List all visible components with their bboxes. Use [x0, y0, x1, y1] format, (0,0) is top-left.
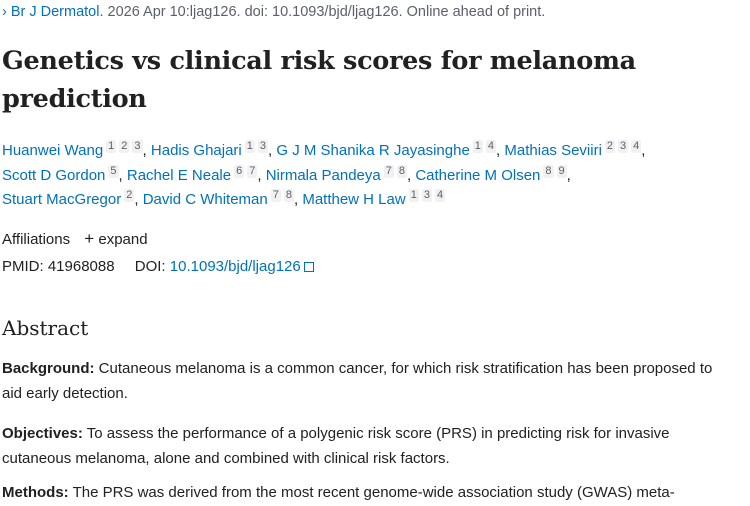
page-title: Genetics vs clinical risk scores for mel…	[2, 46, 636, 114]
affiliation-number[interactable]: 4	[434, 189, 446, 202]
affiliation-number[interactable]: 1	[244, 140, 255, 153]
affiliation-number[interactable]: 8	[543, 164, 554, 178]
author-link[interactable]: Matthew H Law	[302, 191, 406, 208]
affiliations-row: Affiliations + expand	[2, 229, 148, 249]
author-link[interactable]: Hadis Ghajari	[150, 142, 242, 159]
author-link[interactable]: David C Whiteman	[142, 191, 268, 208]
affiliation-number[interactable]: 3	[132, 140, 143, 153]
affiliation-number[interactable]: 7	[247, 164, 258, 178]
external-link-icon	[303, 262, 314, 272]
affiliation-number[interactable]: 3	[421, 189, 432, 202]
affiliations-label: Affiliations	[2, 231, 71, 248]
affiliation-number[interactable]: 4	[485, 140, 497, 153]
abstract-methods: Methods: The PRS was derived from the mo…	[2, 484, 675, 501]
author-link[interactable]: Catherine M Olsen	[415, 166, 541, 184]
identifiers: PMID: 41968088 DOI: 10.1093/bjd/ljag126	[2, 258, 314, 275]
author-link[interactable]: Stuart MacGregor	[2, 191, 122, 208]
citation-line: › Br J Dermatol. 2026 Apr 10:ljag126. doi…	[2, 4, 545, 20]
affiliation-number[interactable]: 7	[270, 189, 281, 202]
author-link[interactable]: Scott D Gordon	[2, 166, 106, 184]
affiliation-number[interactable]: 4	[631, 140, 642, 153]
author-link[interactable]: Rachel E Neale	[126, 166, 232, 184]
affiliation-number[interactable]: 9	[556, 164, 567, 178]
expand-affiliations-button[interactable]: + expand	[84, 229, 148, 248]
author-link[interactable]: Huanwei Wang	[2, 142, 104, 159]
pmid-label: PMID:	[2, 258, 44, 275]
author-link[interactable]: Mathias Seviiri	[504, 142, 602, 159]
author-link[interactable]: G J M Shanika R Jayasinghe	[276, 142, 470, 159]
pmid-value: 41968088	[47, 258, 115, 275]
abstract-background: Background: Cutaneous melanoma is a comm…	[2, 360, 713, 402]
affiliation-number[interactable]: 6	[234, 164, 245, 178]
affiliation-number[interactable]: 5	[108, 164, 119, 178]
journal-link[interactable]: Br J Dermatol.	[10, 4, 104, 20]
affiliation-number[interactable]: 1	[472, 140, 483, 153]
affiliation-number[interactable]: 3	[618, 140, 629, 153]
doi-link[interactable]: 10.1093/bjd/ljag126	[170, 258, 314, 275]
plus-icon: +	[84, 229, 95, 248]
affiliation-number[interactable]: 2	[124, 189, 135, 202]
affiliation-number[interactable]: 3	[257, 140, 269, 153]
affiliation-number[interactable]: 7	[383, 164, 394, 178]
doi-label: DOI:	[134, 258, 166, 275]
affiliation-number[interactable]: 2	[604, 140, 616, 153]
abstract-objectives: Objectives: To assess the performance of…	[2, 425, 670, 467]
abstract-heading: Abstract	[2, 316, 89, 340]
affiliation-number[interactable]: 1	[408, 189, 419, 202]
affiliation-number[interactable]: 8	[396, 164, 407, 178]
author-link[interactable]: Nirmala Pandeya	[265, 166, 381, 184]
citation-text: 2026 Apr 10:ljag126. doi: 10.1093/bjd/lj…	[103, 4, 546, 20]
affiliation-number[interactable]: 8	[283, 189, 294, 202]
author-list: Huanwei Wang 1 2 3, Hadis Ghajari 1 3, G J M …	[2, 140, 646, 208]
chevron-right-icon[interactable]: ›	[2, 4, 7, 20]
affiliation-number[interactable]: 1	[106, 140, 117, 153]
affiliation-number[interactable]: 2	[119, 140, 130, 153]
